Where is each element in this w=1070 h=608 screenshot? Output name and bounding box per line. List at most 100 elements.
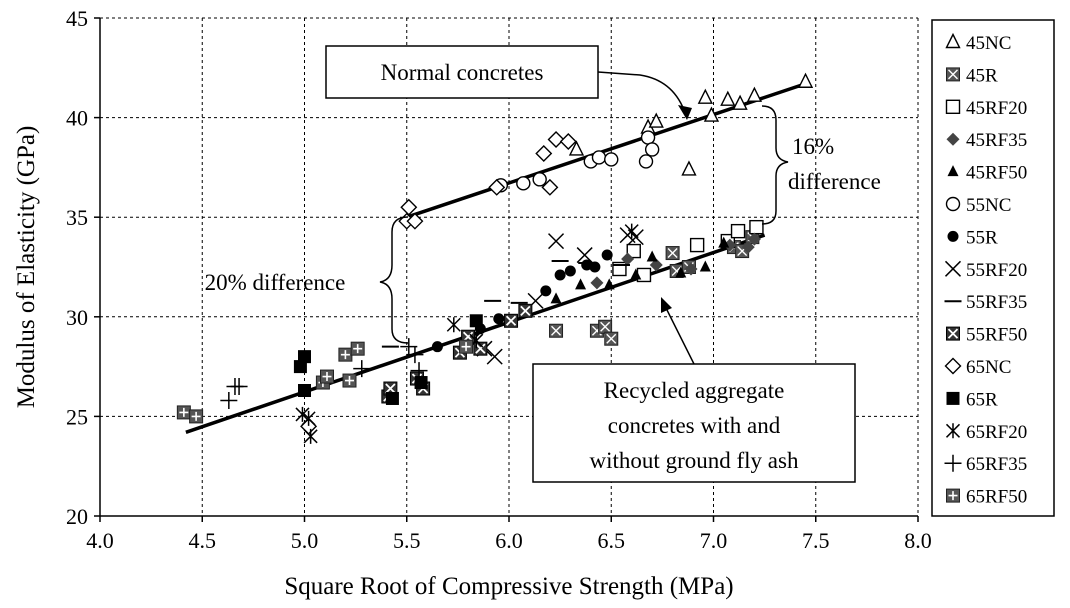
data-point-55NC [644, 142, 660, 157]
diff16-label-line1: 16% [792, 134, 834, 159]
data-point-55R [554, 269, 566, 281]
legend-marker-65RF20 [945, 423, 961, 439]
normal-concretes-arrowhead [678, 105, 692, 120]
legend-label-45RF20: 45RF20 [966, 98, 1027, 119]
x-axis-title: Square Root of Compressive Strength (MPa… [284, 573, 733, 600]
data-point-45NC [568, 140, 585, 156]
data-point-55RF50 [473, 341, 488, 356]
legend-marker-45RF20 [945, 99, 961, 115]
data-point-55NC [604, 152, 619, 167]
y-tick-label: 35 [66, 205, 88, 230]
data-point-45RF35 [747, 232, 761, 246]
y-tick-label: 25 [66, 404, 88, 429]
data-point-45NC [797, 72, 814, 88]
legend-label-65RF35: 65RF35 [966, 454, 1027, 475]
data-point-65RF50 [319, 369, 334, 384]
data-point-45RF20 [689, 237, 705, 253]
data-point-55RF20 [576, 247, 593, 264]
data-point-65RF35 [230, 378, 248, 396]
legend-label-45NC: 45NC [966, 33, 1011, 54]
data-point-65NC [547, 131, 565, 149]
normal-concretes-arrow [597, 71, 685, 111]
legend-label-55NC: 55NC [966, 195, 1011, 216]
data-point-65R [414, 376, 428, 390]
data-point-45NC [732, 94, 748, 110]
data-point-65RF50 [342, 373, 357, 388]
recycled-concretes-arrow [665, 307, 695, 365]
recycled-concretes-box [532, 363, 856, 483]
data-point-45R [604, 331, 619, 346]
data-point-45R [665, 246, 680, 261]
data-point-45NC [720, 90, 736, 106]
x-tick-label: 5.0 [291, 528, 319, 553]
legend-label-55RF35: 55RF35 [966, 292, 1027, 313]
data-point-45RF50 [718, 236, 730, 248]
legend: 45NC 45R 45RF20 45RF35 45RF50 55NC 55R 55RF20 55… [944, 32, 1027, 508]
legend-label-45R: 45R [966, 65, 998, 86]
data-point-45RF20 [636, 267, 652, 283]
data-point-65RF50 [176, 405, 191, 420]
diff20-label: 20% difference [205, 270, 346, 295]
legend-label-55R: 55R [966, 227, 998, 248]
x-tick-label: 6.0 [495, 528, 523, 553]
legend-marker-55RF20 [944, 260, 962, 277]
data-point-45RF20 [730, 223, 746, 239]
data-point-45RF50 [675, 266, 687, 278]
data-point-65RF50 [338, 347, 353, 362]
data-point-65R [298, 350, 311, 364]
legend-marker-65RF35 [944, 454, 962, 472]
recycled-label-line3: without ground fly ash [590, 448, 799, 473]
data-point-65RF35 [353, 360, 371, 378]
trendline-normal [406, 82, 807, 219]
data-point-45RF50 [646, 250, 658, 262]
recycled-concretes-arrowhead [661, 297, 672, 313]
recycled-label-line2: concretes with and [608, 413, 781, 438]
legend-marker-65R [946, 391, 960, 405]
data-point-65RF20 [446, 317, 461, 333]
data-point-55R [564, 265, 576, 277]
legend-marker-55RF50 [946, 326, 960, 341]
data-point-45NC [703, 106, 720, 122]
legend-label-65RF50: 65RF50 [966, 487, 1027, 508]
data-point-45NC [697, 88, 713, 104]
data-point-45RF50 [699, 260, 711, 272]
diff16-label-line2: difference [788, 169, 881, 194]
data-point-55RF20 [548, 233, 565, 250]
data-point-55R [589, 261, 601, 273]
data-point-55NC [638, 154, 654, 169]
legend-label-55RF50: 55RF50 [966, 325, 1027, 346]
data-point-45RF35 [649, 258, 663, 272]
data-point-65NC [488, 178, 506, 196]
data-point-55R [493, 313, 505, 325]
normal-concretes-label: Normal concretes [381, 60, 544, 85]
data-point-45RF50 [550, 292, 562, 304]
legend-marker-65RF50 [946, 488, 960, 503]
data-point-45RF20 [749, 219, 764, 235]
data-point-45NC [681, 160, 697, 176]
legend-label-65NC: 65NC [966, 357, 1011, 378]
x-tick-label: 7.0 [700, 528, 728, 553]
data-point-65R [469, 314, 483, 328]
data-point-45RF20 [626, 243, 641, 259]
data-point-65RF20 [295, 406, 310, 422]
y-tick-label: 40 [66, 106, 88, 131]
data-point-65RF50 [189, 409, 204, 424]
legend-marker-45R [946, 67, 960, 82]
data-point-45R [549, 323, 564, 338]
legend-label-65R: 65R [966, 389, 998, 410]
data-point-45NC [648, 112, 664, 128]
data-point-65R [385, 391, 399, 405]
legend-marker-45RF50 [947, 165, 959, 177]
data-point-45NC [746, 86, 763, 102]
legend-marker-55R [947, 230, 959, 242]
legend-marker-45RF35 [946, 132, 960, 146]
data-point-65RF50 [350, 341, 365, 356]
data-points [176, 72, 814, 444]
legend-label-45RF35: 45RF35 [966, 130, 1027, 151]
data-point-45RF50 [575, 278, 587, 290]
x-tick-label: 6.5 [598, 528, 626, 553]
data-point-55R [431, 341, 443, 353]
data-point-45RF50 [603, 278, 615, 290]
annotations: Normal concretes Recycled aggregate conc… [205, 45, 881, 483]
y-tick-label: 45 [66, 6, 88, 31]
